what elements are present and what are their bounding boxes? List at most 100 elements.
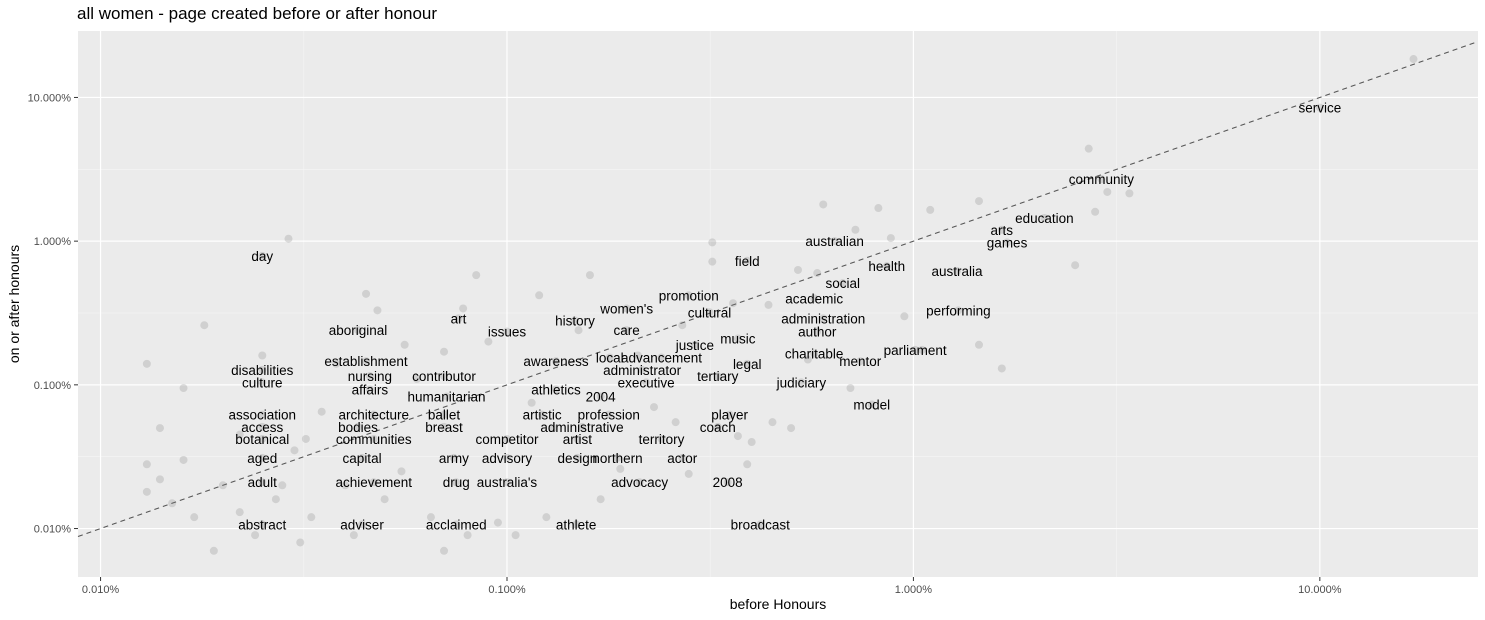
word-label: model bbox=[853, 397, 890, 412]
y-tick-label: 1.000% bbox=[34, 236, 72, 248]
x-tick-label: 10.000% bbox=[1298, 584, 1342, 596]
data-point bbox=[997, 225, 1006, 234]
data-point bbox=[851, 225, 860, 234]
data-point bbox=[511, 531, 520, 540]
data-point bbox=[317, 407, 326, 416]
data-point bbox=[725, 410, 734, 419]
data-point bbox=[551, 357, 560, 366]
data-point bbox=[787, 424, 796, 433]
data-point bbox=[974, 197, 983, 206]
data-point bbox=[733, 432, 742, 441]
data-point bbox=[1315, 103, 1324, 112]
data-point bbox=[380, 495, 389, 504]
word-label: bodies bbox=[338, 420, 378, 435]
data-point bbox=[400, 340, 409, 349]
data-point bbox=[155, 424, 164, 433]
data-point bbox=[838, 279, 847, 288]
word-label: army bbox=[439, 451, 469, 466]
data-point bbox=[493, 518, 502, 527]
data-point bbox=[642, 378, 651, 387]
data-point bbox=[954, 306, 963, 315]
data-point bbox=[867, 400, 876, 409]
data-point bbox=[1125, 189, 1134, 198]
data-point bbox=[369, 434, 378, 443]
data-point bbox=[810, 294, 819, 303]
data-point bbox=[585, 271, 594, 280]
data-point bbox=[463, 531, 472, 540]
word-label: arts bbox=[991, 223, 1014, 238]
data-point bbox=[258, 520, 267, 529]
data-point bbox=[874, 204, 883, 213]
data-point bbox=[190, 513, 199, 522]
data-point bbox=[911, 345, 920, 354]
data-point bbox=[886, 234, 895, 243]
word-label: northern bbox=[592, 451, 642, 466]
plot-panel bbox=[78, 31, 1478, 577]
x-tick-label: 0.100% bbox=[488, 584, 526, 596]
data-point bbox=[258, 410, 267, 419]
word-label: women's bbox=[599, 301, 653, 316]
word-label: contributor bbox=[412, 369, 476, 384]
data-point bbox=[449, 453, 458, 462]
word-label: drug bbox=[443, 475, 470, 490]
word-label: association bbox=[229, 408, 297, 423]
data-point bbox=[258, 422, 267, 431]
data-point bbox=[235, 508, 244, 517]
word-label: service bbox=[1298, 101, 1341, 116]
data-point bbox=[882, 262, 891, 271]
data-point bbox=[1103, 187, 1112, 196]
data-point bbox=[502, 478, 511, 487]
data-point bbox=[1091, 207, 1100, 216]
data-point bbox=[440, 347, 449, 356]
data-point bbox=[155, 475, 164, 484]
word-label: aboriginal bbox=[329, 323, 388, 338]
word-label: 2004 bbox=[586, 389, 617, 404]
data-point bbox=[290, 446, 299, 455]
word-label: ballet bbox=[428, 408, 461, 423]
data-point bbox=[713, 372, 722, 381]
word-label: affairs bbox=[352, 382, 389, 397]
word-label: academic bbox=[785, 291, 843, 306]
data-point bbox=[747, 438, 756, 447]
data-point bbox=[573, 453, 582, 462]
data-point bbox=[549, 424, 558, 433]
data-point bbox=[573, 434, 582, 443]
data-point bbox=[271, 495, 280, 504]
data-point bbox=[657, 353, 666, 362]
word-label: territory bbox=[639, 432, 685, 447]
data-point bbox=[830, 237, 839, 246]
data-point bbox=[605, 353, 614, 362]
data-point bbox=[142, 487, 151, 496]
data-point bbox=[764, 300, 773, 309]
data-point bbox=[472, 271, 481, 280]
reference-line bbox=[77, 41, 1479, 538]
data-point bbox=[454, 314, 463, 323]
word-label: administration bbox=[781, 311, 865, 326]
data-point bbox=[365, 372, 374, 381]
data-point bbox=[918, 345, 927, 354]
word-label: capital bbox=[343, 451, 382, 466]
data-point bbox=[452, 478, 461, 487]
word-label: tertiary bbox=[697, 369, 739, 384]
data-point bbox=[535, 291, 544, 300]
word-label: aged bbox=[247, 451, 277, 466]
word-label: social bbox=[825, 276, 860, 291]
word-label: justice bbox=[675, 338, 714, 353]
word-label: administrative bbox=[540, 420, 623, 435]
data-point bbox=[459, 304, 468, 313]
data-point bbox=[442, 392, 451, 401]
axis-ticks: 0.010% 0.100% 1.000% 10.000% 0.010% 0.100% 1.0… bbox=[28, 92, 1342, 596]
data-point bbox=[362, 289, 371, 298]
data-point bbox=[604, 410, 613, 419]
word-label: education bbox=[1015, 211, 1074, 226]
word-label: advisory bbox=[482, 451, 533, 466]
data-point bbox=[793, 265, 802, 274]
data-point bbox=[258, 378, 267, 387]
word-label: artist bbox=[563, 432, 593, 447]
data-point bbox=[179, 455, 188, 464]
word-label: judiciary bbox=[776, 375, 827, 390]
data-point bbox=[179, 384, 188, 393]
data-point bbox=[613, 453, 622, 462]
data-point bbox=[974, 340, 983, 349]
